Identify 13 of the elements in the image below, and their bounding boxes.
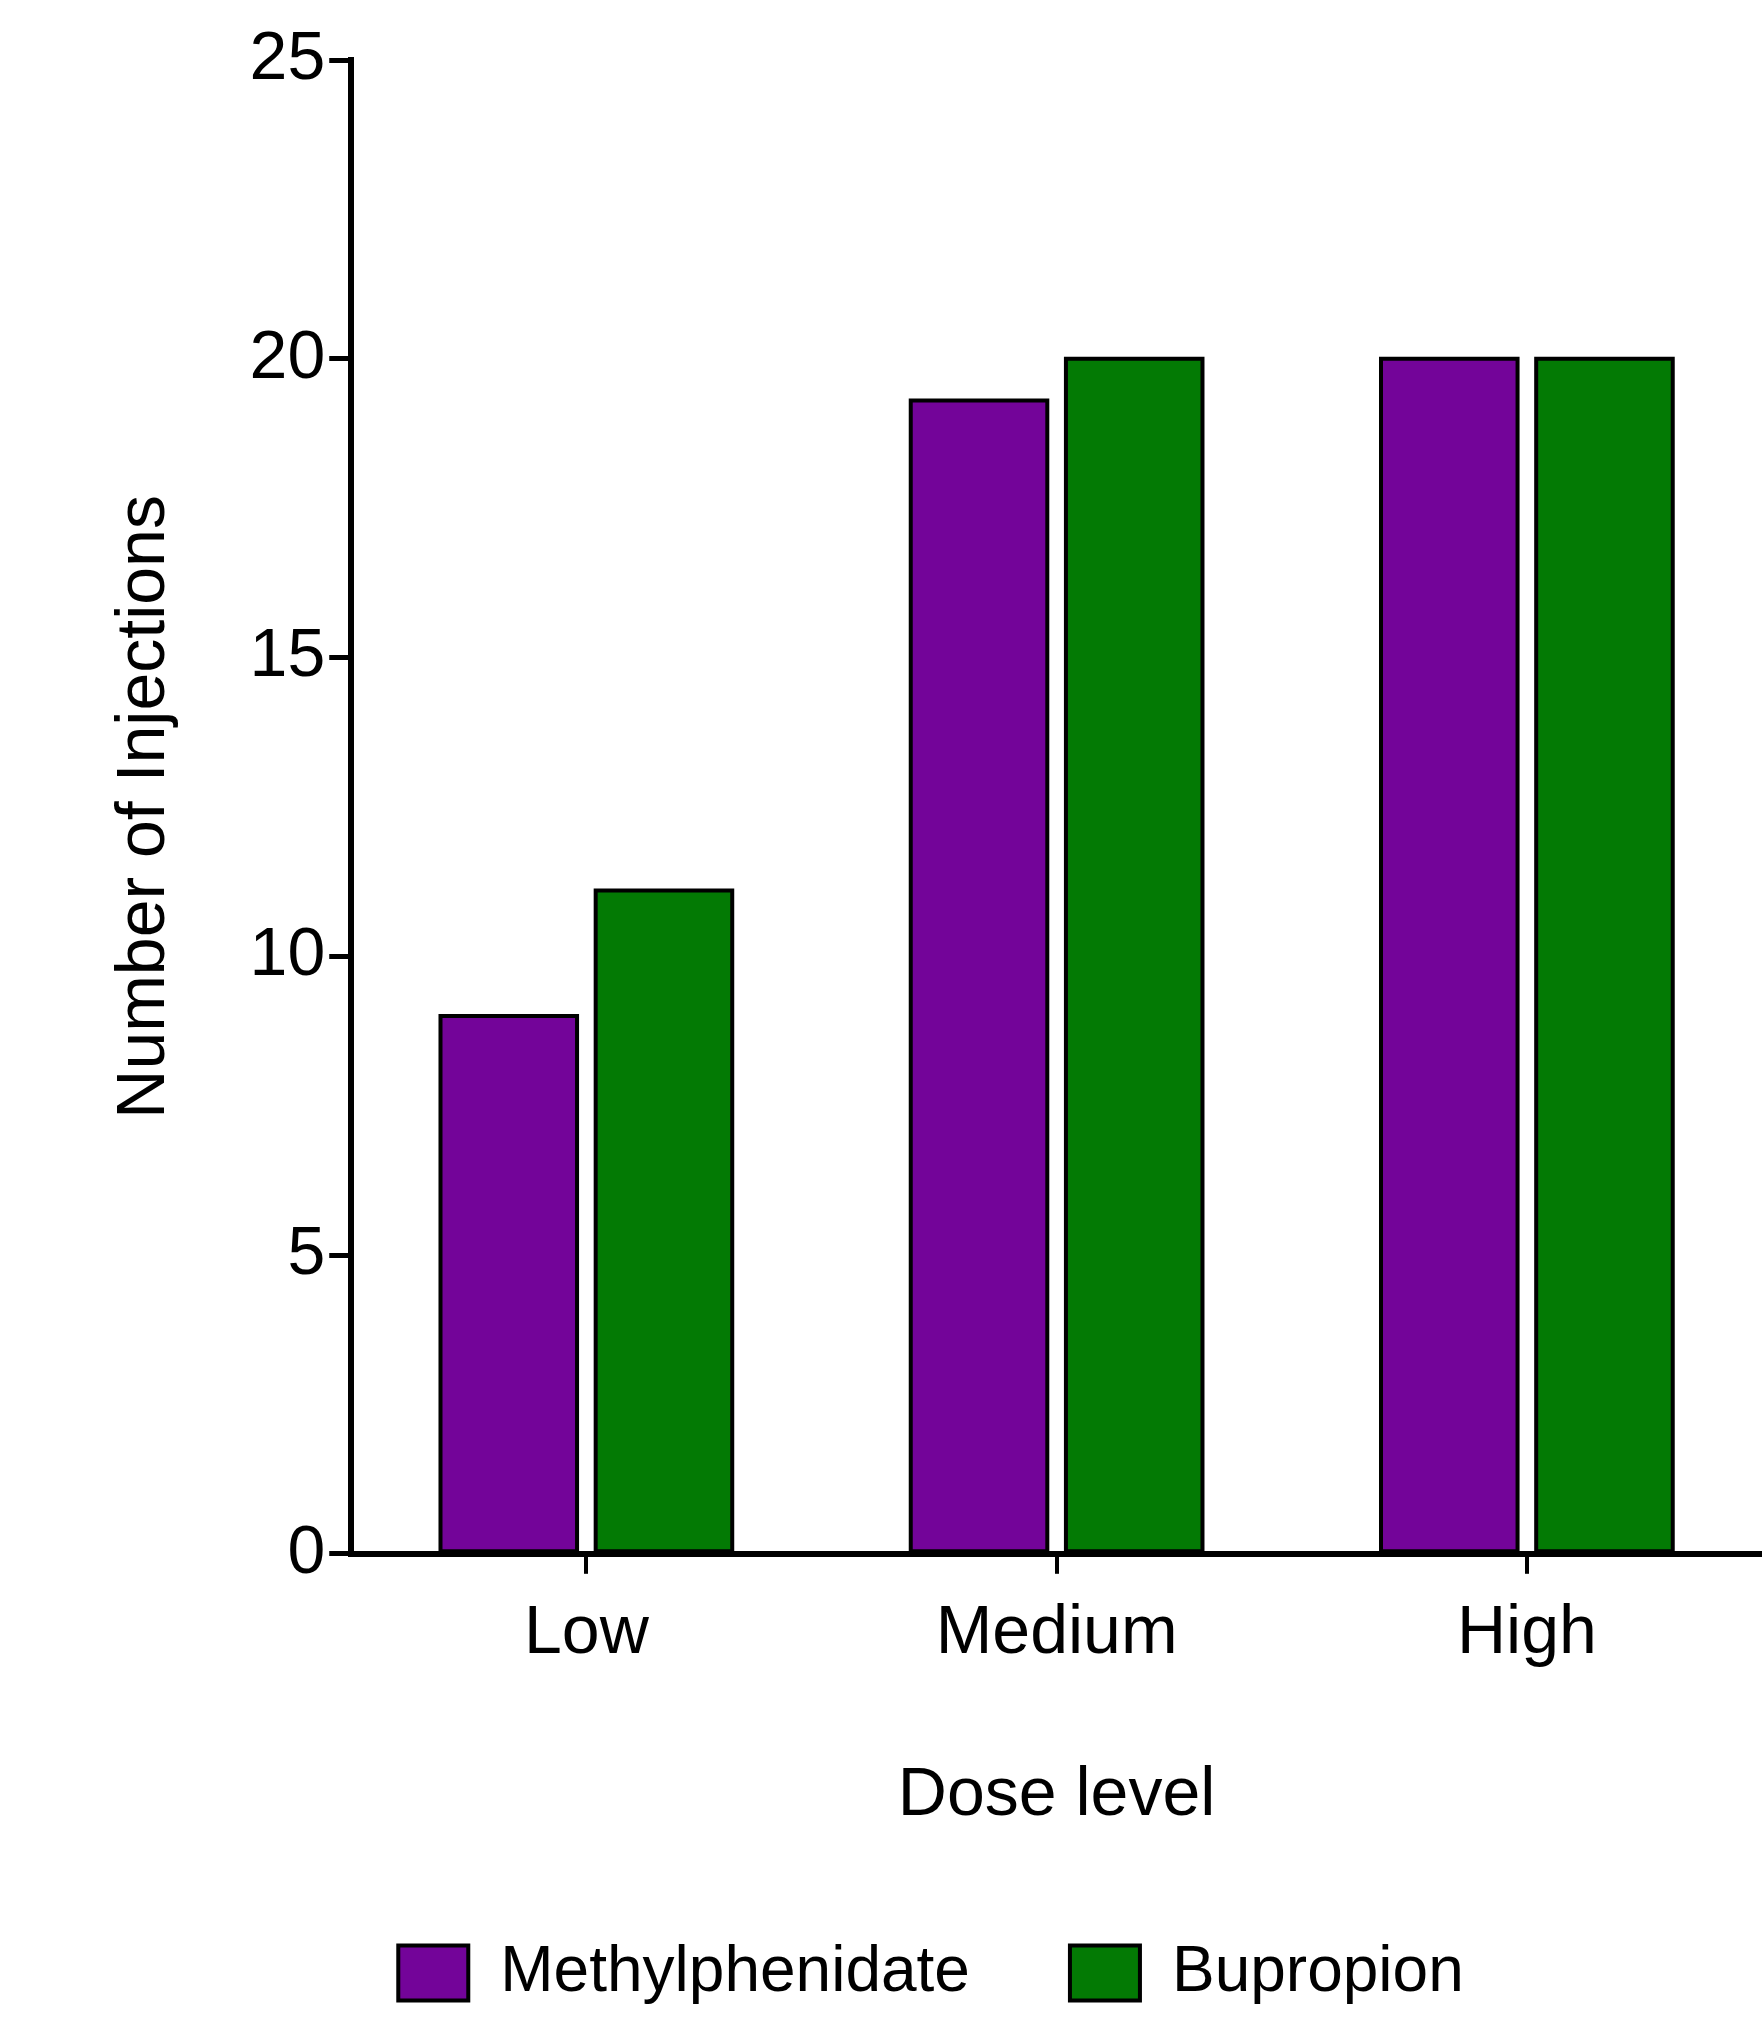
y-tick-label: 25 xyxy=(249,16,326,93)
y-tick-label: 5 xyxy=(287,1211,326,1288)
y-axis-title: Number of Injections xyxy=(101,495,178,1119)
x-tick-label: Low xyxy=(523,1591,650,1668)
y-tick-label: 15 xyxy=(249,614,326,691)
y-tick-label: 0 xyxy=(287,1510,326,1587)
y-tick-label: 10 xyxy=(249,913,326,990)
x-tick-label: High xyxy=(1456,1591,1597,1668)
y-tick-label: 20 xyxy=(249,315,326,392)
x-axis-title: Dose level xyxy=(897,1752,1216,1829)
legend-label: Bupropion xyxy=(1171,1932,1464,2005)
x-tick-label: Medium xyxy=(935,1591,1178,1668)
legend-label: Methylphenidate xyxy=(500,1932,970,2005)
